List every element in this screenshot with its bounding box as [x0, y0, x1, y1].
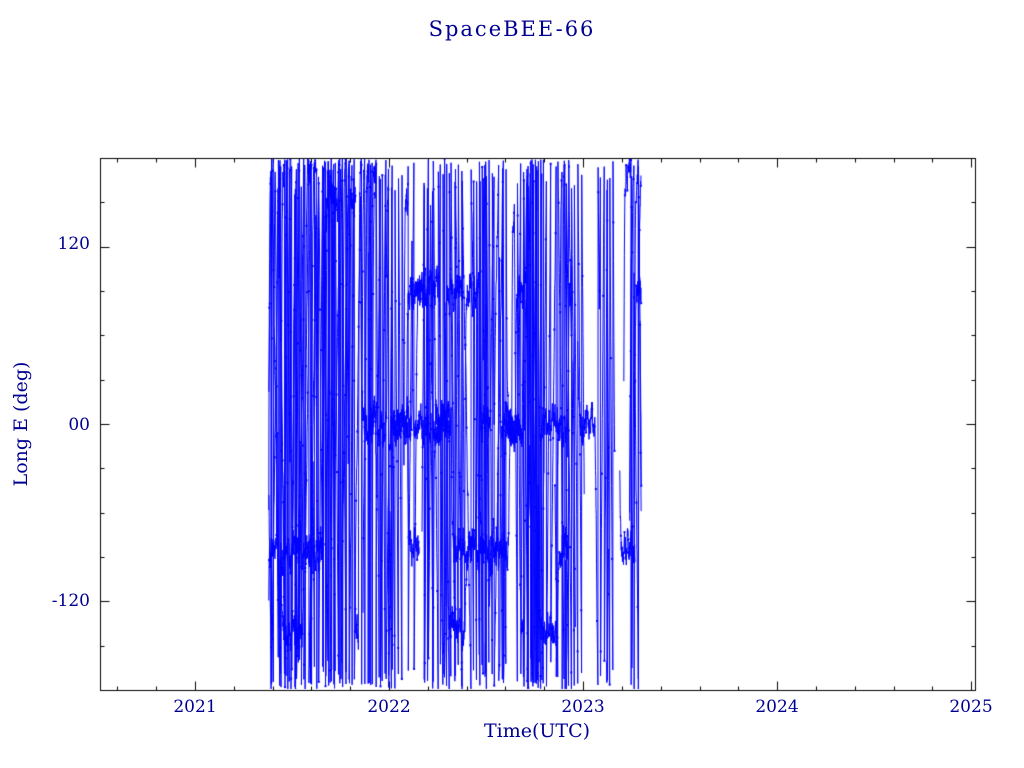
y-tick-label-120: 120: [57, 234, 90, 254]
x-tick-label-2025: 2025: [949, 697, 993, 717]
y-axis-label: Long E (deg): [10, 361, 32, 487]
x-tick-label-2023: 2023: [561, 697, 605, 717]
x-axis-label: Time(UTC): [483, 720, 591, 742]
y-tick-label-00: 00: [68, 415, 90, 435]
x-tick-label-2024: 2024: [755, 697, 799, 717]
chart-title: SpaceBEE-66: [428, 17, 596, 41]
y-tick-label-neg120: -120: [51, 591, 90, 611]
x-tick-label-2021: 2021: [173, 697, 217, 717]
x-tick-label-2022: 2022: [367, 697, 411, 717]
